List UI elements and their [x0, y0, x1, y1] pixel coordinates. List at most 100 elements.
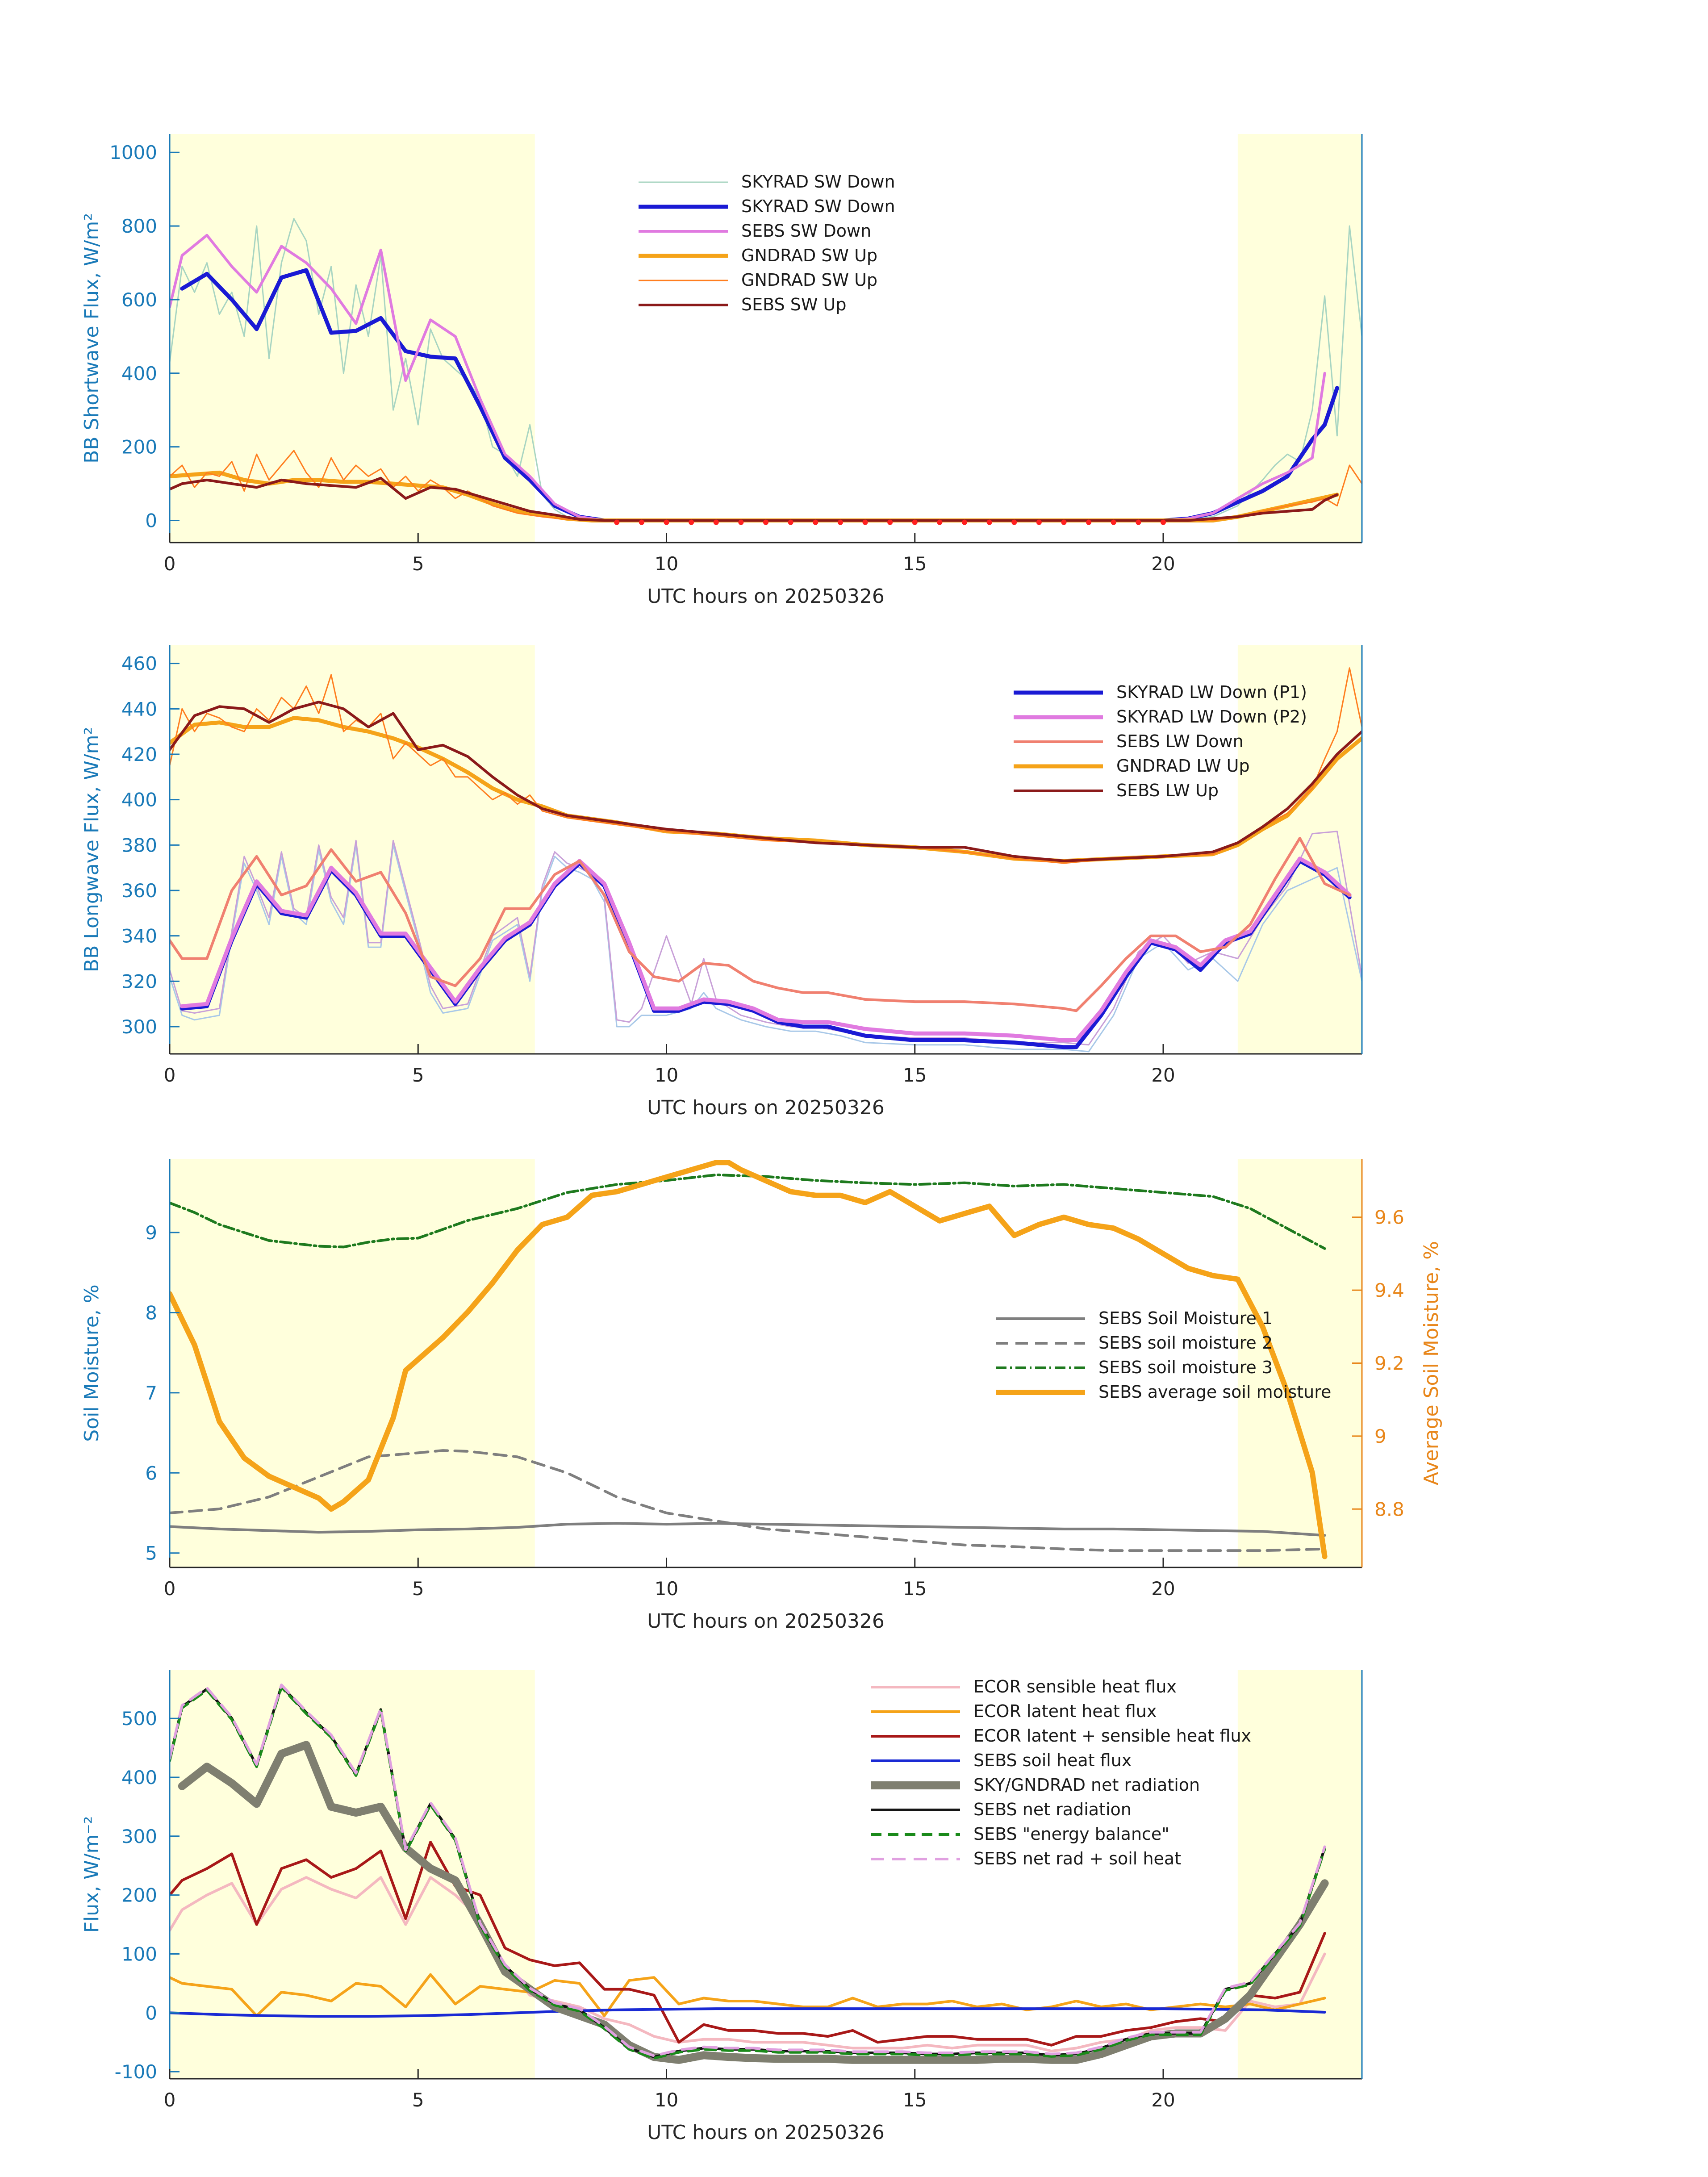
- data-point: [1161, 519, 1166, 525]
- data-point: [1011, 519, 1017, 525]
- y-tick-label: 600: [121, 289, 157, 311]
- y-tick-label: 0: [145, 2002, 157, 2024]
- x-axis-label: UTC hours on 20250326: [647, 585, 885, 608]
- legend-label: ECOR latent + sensible heat flux: [973, 1726, 1251, 1746]
- legend-label: SEBS soil moisture 2: [1098, 1333, 1273, 1353]
- x-tick-label: 10: [655, 1578, 678, 1600]
- x-tick-label: 15: [903, 1064, 927, 1086]
- data-point: [788, 519, 793, 525]
- legend-label: SEBS net rad + soil heat: [973, 1849, 1181, 1868]
- series-line-unnamed: [170, 844, 1362, 1053]
- x-tick-label: 15: [903, 2089, 927, 2111]
- x-tick-label: 5: [412, 553, 424, 575]
- legend: SKYRAD LW Down (P1) SKYRAD LW Down (P2) SE…: [1014, 682, 1307, 800]
- y-tick-label: 340: [121, 925, 157, 947]
- series-line-ecor-latent-heat-flux: [170, 1973, 1326, 2017]
- legend-label: SEBS soil heat flux: [973, 1751, 1132, 1770]
- shaded-region: [1237, 1159, 1362, 1567]
- chart-lw: 0 5 10 15 20 UTC hours on 20250326 300 320 340 36…: [80, 645, 1363, 1119]
- y-tick-label: -100: [115, 2061, 157, 2083]
- y-tick-label: 420: [121, 744, 157, 765]
- y-right-tick-label: 9.2: [1374, 1353, 1404, 1375]
- data-point: [1111, 519, 1116, 525]
- legend-label: SEBS "energy balance": [973, 1824, 1169, 1844]
- data-point: [887, 519, 893, 525]
- y-right-tick-label: 9: [1374, 1425, 1386, 1447]
- legend-label: SEBS SW Up: [741, 295, 846, 314]
- y-tick-label: 5: [145, 1542, 157, 1564]
- series-line-gndrad-sw-up: [170, 450, 1362, 521]
- plot-area: [170, 218, 1362, 525]
- y-tick-label: 100: [121, 1943, 157, 1965]
- x-tick-label: 15: [903, 553, 927, 575]
- plot-area: [170, 1684, 1329, 2064]
- y-tick-label: 8: [145, 1302, 157, 1324]
- x-tick-label: 20: [1151, 2089, 1175, 2111]
- data-point: [713, 519, 719, 525]
- y-tick-label: 360: [121, 880, 157, 902]
- x-tick-label: 20: [1151, 553, 1175, 575]
- data-point: [1036, 519, 1042, 525]
- data-point: [986, 519, 992, 525]
- plot-area: [170, 667, 1362, 1053]
- y-axis-label: BB Shortwave Flux, W/m²: [80, 213, 103, 464]
- series-line-sebs-lw-up: [170, 701, 1362, 862]
- y-tick-label: 400: [121, 363, 157, 384]
- data-point: [664, 519, 669, 525]
- data-point: [1061, 519, 1067, 525]
- y-axis-label: Soil Moisture, %: [80, 1284, 103, 1442]
- x-tick-label: 20: [1151, 1578, 1175, 1600]
- legend: SKYRAD SW Down SKYRAD SW Down SEBS SW Down…: [639, 172, 895, 314]
- x-tick-label: 5: [412, 1064, 424, 1086]
- data-point: [862, 519, 868, 525]
- y-right-tick-label: 8.8: [1374, 1498, 1404, 1520]
- y-tick-label: 440: [121, 698, 157, 720]
- x-tick-label: 10: [655, 2089, 678, 2111]
- data-point: [912, 519, 918, 525]
- y-tick-label: 380: [121, 834, 157, 856]
- series-line-sebs-soil-moisture-3: [170, 1173, 1326, 1250]
- x-tick-label: 15: [903, 1578, 927, 1600]
- x-tick-label: 0: [164, 1578, 176, 1600]
- legend-label: SEBS average soil moisture: [1098, 1382, 1331, 1402]
- chart-sw: 0 5 10 15 20 UTC hours on 20250326 0 200 400 600 8…: [80, 134, 1363, 608]
- data-point: [837, 519, 843, 525]
- x-axis-label: UTC hours on 20250326: [647, 1096, 885, 1119]
- shaded-region: [170, 1159, 535, 1567]
- legend-label: GNDRAD LW Up: [1116, 756, 1250, 776]
- y-tick-label: 400: [121, 1767, 157, 1788]
- data-point: [738, 519, 744, 525]
- series-line-sebs-soil-moisture-2: [170, 1449, 1326, 1552]
- legend-label: SEBS net radiation: [973, 1800, 1132, 1819]
- legend-label: SEBS LW Up: [1116, 781, 1219, 800]
- legend-label: GNDRAD SW Up: [741, 270, 877, 290]
- y-tick-label: 6: [145, 1462, 157, 1484]
- x-tick-label: 20: [1151, 1064, 1175, 1086]
- y-tick-label: 500: [121, 1708, 157, 1730]
- legend-label: SKY/GNDRAD net radiation: [973, 1775, 1200, 1795]
- data-point: [639, 519, 644, 525]
- legend-label: SEBS LW Down: [1116, 731, 1244, 751]
- y-tick-label: 7: [145, 1382, 157, 1404]
- series-line-skyrad-lw-down-p2-: [180, 857, 1352, 1042]
- legend-label: GNDRAD SW Up: [741, 246, 877, 265]
- data-point: [1086, 519, 1092, 525]
- y-tick-label: 200: [121, 1885, 157, 1906]
- y-axis-label: BB Longwave Flux, W/m²: [80, 727, 103, 972]
- y-tick-label: 300: [121, 1826, 157, 1847]
- x-tick-label: 0: [164, 1064, 176, 1086]
- data-point: [937, 519, 943, 525]
- x-tick-label: 5: [412, 1578, 424, 1600]
- x-tick-label: 0: [164, 2089, 176, 2111]
- series-line-sebs-lw-down: [170, 837, 1351, 1012]
- legend-label: SEBS Soil Moisture 1: [1098, 1308, 1273, 1328]
- data-point: [962, 519, 967, 525]
- y-tick-label: 9: [145, 1222, 157, 1244]
- x-axis-label: UTC hours on 20250326: [647, 1610, 885, 1633]
- y-tick-label: 1000: [109, 142, 157, 163]
- y-tick-label: 460: [121, 653, 157, 675]
- shaded-region: [170, 1670, 535, 2079]
- y-tick-label: 320: [121, 970, 157, 992]
